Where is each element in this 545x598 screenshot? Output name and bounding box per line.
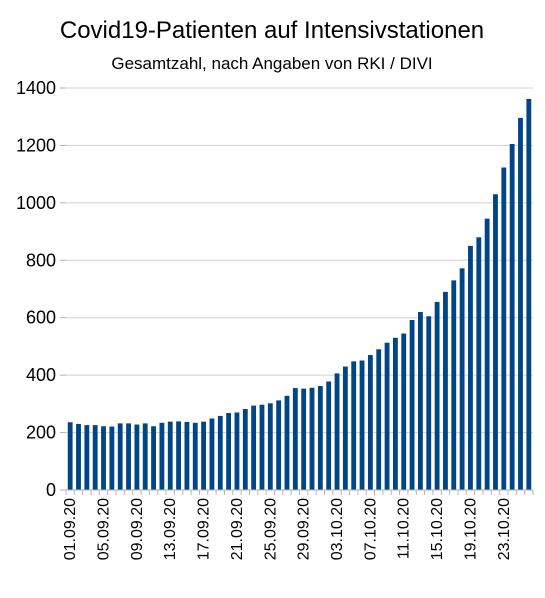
bar-07.09.20 <box>117 423 123 490</box>
x-tick-label-17.09.20: 17.09.20 <box>196 498 213 560</box>
y-tick-label-800: 800 <box>26 250 56 270</box>
x-tick-labels: 01.09.20 05.09.20 09.09.20 13.09.20 17.09.20… <box>62 498 513 560</box>
x-tick-label-07.10.20: 07.10.20 <box>362 498 379 560</box>
bar-08.09.20 <box>126 423 131 490</box>
y-tick-label-1000: 1000 <box>16 193 56 213</box>
y-tick-label-200: 200 <box>26 423 56 443</box>
bar-25.09.20 <box>267 403 273 490</box>
bar-04.10.20 <box>342 366 348 490</box>
bar-01.09.20 <box>67 422 73 490</box>
chart-subtitle: Gesamtzahl, nach Angaben von RKI / DIVI <box>111 54 432 73</box>
y-tick-label-600: 600 <box>26 308 56 328</box>
bar-14.09.20 <box>176 421 181 490</box>
bar-24.10.20 <box>509 143 515 490</box>
x-tick-label-11.10.20: 11.10.20 <box>396 498 413 559</box>
bar-09.10.20 <box>384 342 390 490</box>
bar-21.10.20 <box>484 218 490 490</box>
x-tick-label-29.09.20: 29.09.20 <box>296 498 313 560</box>
bar-26.10.20 <box>526 98 532 490</box>
y-tick-label-400: 400 <box>26 365 56 385</box>
x-tick-label-13.09.20: 13.09.20 <box>162 498 179 560</box>
x-tick-label-23.10.20: 23.10.20 <box>496 498 513 560</box>
x-tick-label-05.09.20: 05.09.20 <box>96 498 113 560</box>
bar-05.09.20 <box>101 426 106 490</box>
y-tick-label-1200: 1200 <box>16 135 56 155</box>
bar-16.09.20 <box>192 422 198 490</box>
chart-title: Covid19-Patienten auf Intensivstationen <box>60 17 484 44</box>
bar-21.09.20 <box>234 412 240 490</box>
x-tick-label-03.10.20: 03.10.20 <box>329 498 346 560</box>
bar-26.09.20 <box>276 400 282 490</box>
bar-27.09.20 <box>284 395 290 490</box>
y-tick-label-0: 0 <box>46 480 56 500</box>
bar-15.09.20 <box>184 421 190 490</box>
bar-17.10.20 <box>451 280 457 490</box>
bar-06.09.20 <box>109 426 115 490</box>
bar-20.09.20 <box>226 413 232 490</box>
bar-23.09.20 <box>251 405 257 490</box>
bar-10.09.20 <box>142 423 148 490</box>
x-tick-label-21.09.20: 21.09.20 <box>229 498 246 560</box>
x-tick-label-01.09.20: 01.09.20 <box>62 498 79 560</box>
x-tick-label-15.10.20: 15.10.20 <box>429 498 446 560</box>
y-tick-label-1400: 1400 <box>16 78 56 98</box>
bar-28.09.20 <box>292 388 298 490</box>
bar-03.09.20 <box>84 425 90 490</box>
bar-15.10.20 <box>434 301 440 490</box>
bar-11.10.20 <box>401 333 407 490</box>
x-tick-label-09.09.20: 09.09.20 <box>129 498 146 560</box>
bar-07.10.20 <box>367 355 373 490</box>
bar-03.10.20 <box>334 373 340 490</box>
bar-17.09.20 <box>201 421 207 490</box>
y-tick-labels: 0 200 400 600 800 1000 1200 1400 <box>16 78 56 500</box>
axes <box>60 87 534 495</box>
bar-22.09.20 <box>242 409 248 490</box>
bar-18.09.20 <box>209 418 215 490</box>
bar-12.10.20 <box>409 320 415 490</box>
bar-08.10.20 <box>376 349 382 490</box>
bar-02.10.20 <box>326 381 332 490</box>
bar-30.09.20 <box>309 387 315 490</box>
bar-16.10.20 <box>443 291 448 490</box>
bar-11.09.20 <box>151 426 156 490</box>
bar-25.10.20 <box>518 117 523 490</box>
bar-13.10.20 <box>418 311 423 490</box>
bar-24.09.20 <box>259 404 265 490</box>
bar-19.10.20 <box>468 245 473 490</box>
bar-20.10.20 <box>476 237 482 490</box>
bar-13.09.20 <box>167 421 173 490</box>
bar-14.10.20 <box>426 316 432 490</box>
bar-19.09.20 <box>217 415 223 490</box>
bar-29.09.20 <box>301 388 307 490</box>
bar-10.10.20 <box>392 337 398 490</box>
bar-22.10.20 <box>493 194 498 490</box>
bar-09.09.20 <box>134 424 140 490</box>
bar-18.10.20 <box>459 268 465 490</box>
bar-02.09.20 <box>76 423 81 490</box>
bar-05.10.20 <box>351 361 357 490</box>
bar-01.10.20 <box>317 386 323 490</box>
bar-04.09.20 <box>92 425 98 490</box>
bars <box>67 98 532 490</box>
bar-23.10.20 <box>501 167 507 490</box>
x-tick-label-19.10.20: 19.10.20 <box>462 498 479 560</box>
bar-06.10.20 <box>359 360 365 490</box>
x-tick-label-25.09.20: 25.09.20 <box>262 498 279 560</box>
bar-12.09.20 <box>159 422 165 490</box>
